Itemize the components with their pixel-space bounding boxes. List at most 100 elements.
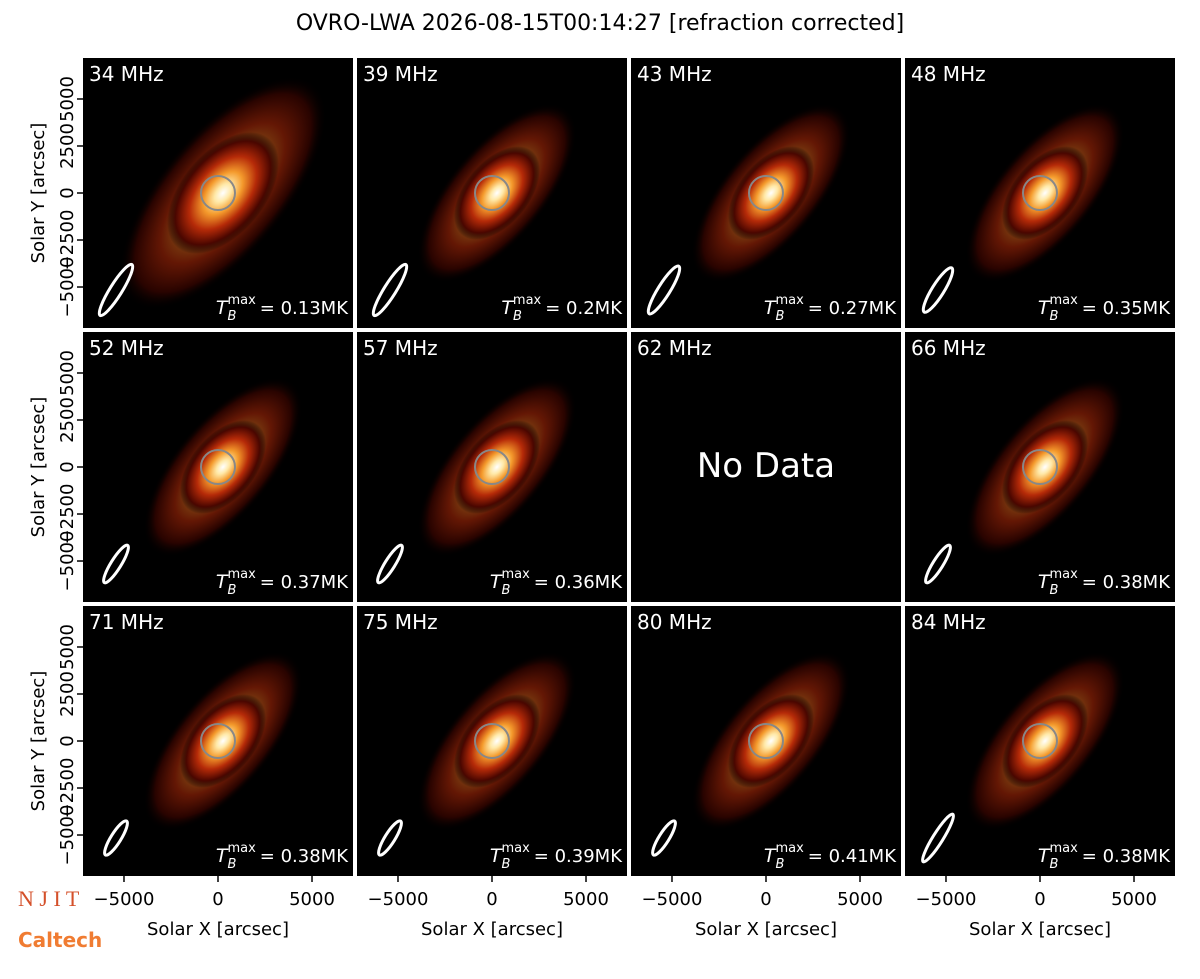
panel-title: 34 MHz [89, 62, 164, 86]
y-tick-label: 2500 [57, 123, 78, 169]
x-tick-label: 5000 [837, 889, 883, 910]
beam [103, 819, 129, 857]
annotation-part: B [513, 309, 522, 324]
emission-core [453, 694, 541, 788]
y-tick-label: −2500 [57, 758, 78, 819]
solar-disk [474, 723, 510, 759]
annotation-part: = 0.35MK [1082, 298, 1171, 319]
emission-image [965, 377, 1125, 557]
annotation-part: = 0.36MK [534, 572, 623, 593]
emission-image [691, 651, 851, 831]
annotation-part: = 0.38MK [260, 846, 349, 867]
x-tick-label: 5000 [1111, 889, 1157, 910]
annotation-part: max [513, 293, 542, 308]
annotation-part: B [228, 309, 237, 324]
annotation-part: max [775, 293, 804, 308]
annotation-part: = 0.27MK [808, 298, 897, 319]
x-tick-label: 0 [212, 889, 223, 910]
solar-disk [474, 449, 510, 485]
x-tick-label: 5000 [563, 889, 609, 910]
emission-core [179, 694, 267, 788]
brightness-annotation: TBmax = 0.41MK [764, 841, 897, 872]
solar-disk [1022, 449, 1058, 485]
y-tick-label: −2500 [57, 210, 78, 271]
annotation-part: T [1038, 571, 1051, 593]
annotation-part: B [1050, 857, 1059, 872]
annotation-part: T [216, 297, 229, 319]
annotation-part: B [502, 583, 511, 598]
annotation-part: B [502, 857, 511, 872]
no-data-message: No Data [697, 446, 835, 486]
solar-disk [200, 449, 236, 485]
brightness-annotation: TBmax = 0.38MK [216, 841, 349, 872]
annotation-part: = 0.2MK [545, 298, 623, 319]
y-tick-label: 5000 [57, 624, 78, 670]
annotation-part: = 0.38MK [1082, 846, 1171, 867]
x-tick-label: 0 [486, 889, 497, 910]
annotation-part: B [1050, 309, 1059, 324]
panel-title: 84 MHz [911, 610, 986, 634]
panel-title: 66 MHz [911, 336, 986, 360]
brightness-annotation: TBmax = 0.35MK [1038, 293, 1171, 324]
y-tick-label: 0 [57, 735, 78, 746]
emission-image [965, 651, 1125, 831]
emission-core [727, 694, 815, 788]
annotation-part: B [1050, 583, 1059, 598]
logo: Caltech [18, 928, 102, 952]
emission-image [965, 103, 1125, 283]
emission-image [417, 377, 577, 557]
x-tick-label: 0 [760, 889, 771, 910]
panel-title: 80 MHz [637, 610, 712, 634]
y-tick-label: 0 [57, 187, 78, 198]
emission-core [453, 146, 541, 240]
annotation-part: max [1049, 841, 1078, 856]
annotation-part: = 0.13MK [260, 298, 349, 319]
panel-title: 75 MHz [363, 610, 438, 634]
beam [371, 262, 409, 318]
solar-disk [200, 175, 236, 211]
beam [377, 819, 403, 857]
emission-core [727, 146, 815, 240]
brightness-annotation: TBmax = 0.13MK [216, 293, 349, 324]
annotation-part: max [227, 567, 256, 582]
y-tick-label: −5000 [57, 257, 78, 318]
x-tick-label: −5000 [94, 889, 155, 910]
panel-title: 71 MHz [89, 610, 164, 634]
annotation-part: T [501, 297, 514, 319]
x-tick-label: 5000 [289, 889, 335, 910]
emission-core [167, 132, 279, 254]
emission-core [1001, 146, 1089, 240]
solar-disk [474, 175, 510, 211]
brightness-annotation: TBmax = 0.27MK [764, 293, 897, 324]
brightness-annotation: TBmax = 0.2MK [501, 293, 623, 324]
solar-disk [748, 175, 784, 211]
solar-disk [1022, 175, 1058, 211]
beam [924, 543, 952, 585]
x-tick-label: −5000 [368, 889, 429, 910]
brightness-annotation: TBmax = 0.37MK [216, 567, 349, 598]
solar-disk [200, 723, 236, 759]
beam [646, 264, 682, 316]
y-tick-label: −5000 [57, 531, 78, 592]
solar-disk [1022, 723, 1058, 759]
y-tick-label: 2500 [57, 397, 78, 443]
annotation-part: max [501, 567, 530, 582]
annotation-part: T [1038, 845, 1051, 867]
brightness-annotation: TBmax = 0.36MK [490, 567, 623, 598]
beam [376, 543, 404, 585]
annotation-part: T [490, 571, 503, 593]
panel-title: 62 MHz [637, 336, 712, 360]
x-tick-label: −5000 [916, 889, 977, 910]
annotation-part: B [228, 857, 237, 872]
y-tick-label: 5000 [57, 350, 78, 396]
emission-core [179, 420, 267, 514]
logo: N J I T [18, 886, 80, 911]
emission-image [417, 103, 577, 283]
emission-core [453, 420, 541, 514]
annotation-part: max [227, 841, 256, 856]
x-axis-label: Solar X [arcsec] [421, 919, 563, 940]
annotation-part: max [775, 841, 804, 856]
beam [921, 812, 955, 864]
annotation-part: max [501, 841, 530, 856]
